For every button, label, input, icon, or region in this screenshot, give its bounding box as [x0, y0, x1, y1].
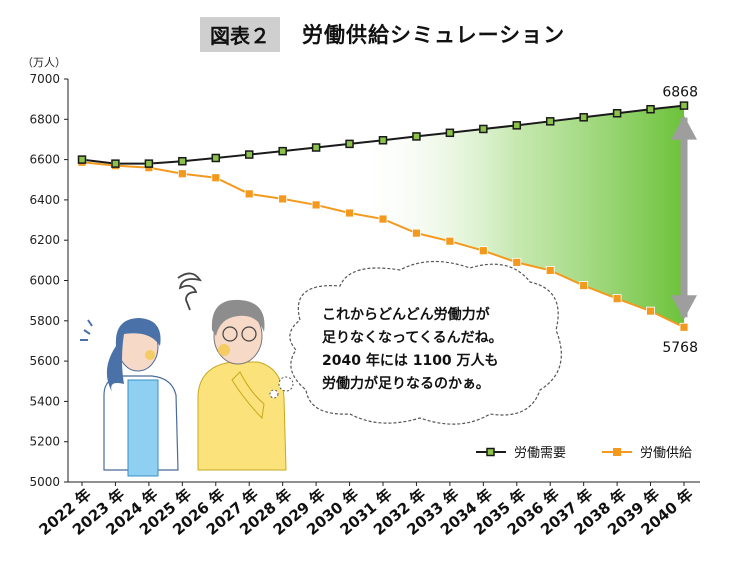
supply-point [378, 214, 388, 224]
y-tick-label: 6800 [29, 112, 60, 126]
speech-bubble-line: 2040 年には 1100 万人も [322, 352, 499, 369]
supply-point [311, 200, 321, 210]
chart-title: 労働供給シミュレーション [302, 23, 566, 47]
demand-point [378, 136, 388, 145]
supply-point [244, 189, 254, 199]
legend-demand-label: 労働需要 [514, 446, 566, 461]
y-axis-unit: （万人） [22, 56, 66, 69]
demand-point [612, 109, 622, 118]
demand-point [679, 101, 689, 110]
woman-blush [145, 350, 155, 360]
supply-point [345, 208, 354, 218]
y-tick-label: 5200 [29, 435, 60, 449]
demand-point [311, 143, 321, 152]
demand-point [345, 139, 354, 149]
demand-point [144, 159, 154, 168]
demand-point [178, 156, 187, 166]
supply-point [278, 194, 288, 204]
figure-label: 図表２ [200, 16, 280, 52]
man-hair [211, 299, 265, 336]
demand-point [545, 117, 555, 126]
supply-point [679, 322, 689, 332]
gap-arrow-head-up [671, 115, 697, 140]
y-tick-label: 6000 [29, 274, 60, 288]
woman-shirt [127, 379, 159, 477]
axes: 5000 5200 5400 5600 5800 6000 6200 6400 6600 6800… [29, 72, 700, 539]
y-tick-label: 5800 [29, 314, 60, 328]
glasses-left-icon [222, 326, 238, 342]
supply-point [177, 169, 187, 179]
demand-point [244, 150, 254, 159]
y-tick-label: 6400 [29, 193, 60, 207]
series-lines [77, 101, 697, 332]
gap-arrow-head-down [671, 295, 697, 320]
supply-point [512, 257, 522, 267]
demand-point [111, 159, 120, 168]
demand-point [512, 121, 522, 130]
people-illustration [80, 272, 287, 477]
man-arm [231, 371, 265, 420]
y-tick-label: 6600 [29, 153, 60, 167]
sweat-lines-icon [80, 319, 93, 341]
labels: 6868 5768 [662, 85, 698, 357]
glasses-right-icon [241, 326, 257, 342]
y-tick-label: 5600 [29, 354, 60, 368]
supply-point [612, 294, 622, 304]
legend-demand-marker [486, 447, 495, 457]
bubble-tail-dot [269, 389, 279, 399]
speech-bubble-line: 労働力が足りなるのかぁ。 [322, 375, 490, 392]
demand-point [579, 113, 588, 122]
legend: 労働需要 労働供給 [476, 446, 692, 461]
demand-point [479, 124, 488, 134]
speech-bubble-shape [289, 260, 562, 425]
demand-point [646, 104, 655, 114]
legend-supply-label: 労働供給 [640, 446, 692, 461]
y-tick-label: 6200 [29, 233, 60, 247]
y-tick-label: 5000 [29, 475, 60, 489]
supply-point [478, 246, 488, 256]
speech-bubble-line: これからどんどん労働力が [322, 306, 491, 323]
supply-point [579, 281, 589, 290]
supply-point [211, 173, 221, 183]
demand-point [412, 132, 421, 141]
demand-point [211, 153, 221, 163]
worry-scribble-icon [177, 272, 202, 311]
supply-point [412, 228, 421, 238]
legend-supply-marker [613, 448, 621, 456]
demand-end-label: 6868 [662, 85, 698, 101]
demand-point [278, 146, 287, 156]
bubble-tail-dot [278, 376, 294, 392]
speech-bubble-line: 足りなくなってくるんだね。 [322, 330, 503, 346]
chart-title-group: 図表２ 労働供給シミュレーション [200, 16, 566, 52]
supply-end-label: 5768 [662, 340, 698, 356]
demand-point [445, 128, 455, 138]
supply-point [445, 236, 455, 246]
woman-hair [106, 318, 161, 392]
y-tick-label: 5400 [29, 394, 60, 408]
demand-point [77, 155, 87, 164]
y-tick-label: 7000 [29, 72, 60, 86]
supply-point [646, 306, 655, 316]
man-blush [218, 344, 230, 356]
supply-point [545, 266, 555, 275]
